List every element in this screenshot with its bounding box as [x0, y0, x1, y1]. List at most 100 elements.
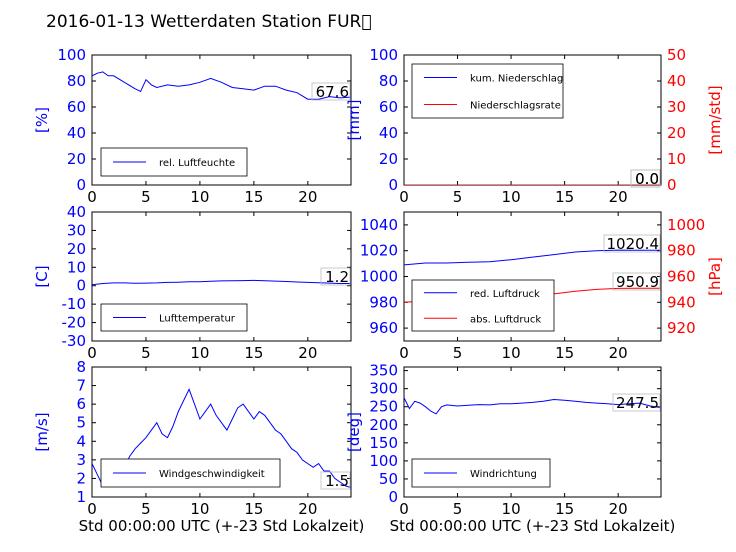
- y-right-axis-label: [hPa]: [706, 257, 724, 296]
- y-tick-label: 60: [67, 98, 86, 116]
- x-tick-label: 0: [87, 344, 97, 362]
- series-line-1: [92, 388, 351, 489]
- y-tick-label: 20: [379, 150, 398, 168]
- x-tick-label: 5: [453, 188, 463, 206]
- y-right-tick-label: 960: [667, 268, 696, 286]
- y-tick-label: 50: [379, 470, 398, 488]
- series-line-1: [92, 279, 351, 286]
- x-tick-label: 10: [190, 188, 209, 206]
- y-tick-label: 1020: [360, 242, 398, 260]
- y-axis-label: [mm]: [345, 100, 363, 141]
- x-tick-label: 0: [399, 344, 409, 362]
- last-value-box: [311, 82, 351, 101]
- x-axis-label: Std 00:00:00 UTC (+-23 Std Lokalzeit): [79, 517, 365, 535]
- y-tick-label: -30: [62, 332, 87, 350]
- x-tick-label: 5: [141, 500, 151, 518]
- y-tick-label: 960: [369, 319, 398, 337]
- y-tick-label: 1040: [360, 216, 398, 234]
- y-tick-label: 0: [388, 176, 398, 194]
- x-tick-label: 0: [87, 188, 97, 206]
- plot-frame: [91, 366, 352, 498]
- x-tick-label: 20: [298, 500, 317, 518]
- legend-entry: Niederschlagsrate: [470, 101, 561, 112]
- last-value-box: [603, 234, 661, 253]
- panel-temperature: 0 5 10 15 20-30-20-10010203040[C]Lufttempera…: [33, 203, 352, 362]
- legend-entry: Windgeschwindigkeit: [159, 469, 265, 480]
- last-value-box: [630, 169, 661, 188]
- x-tick-label: 5: [141, 188, 151, 206]
- x-tick-label: 5: [141, 344, 151, 362]
- x-tick-label: 15: [555, 344, 574, 362]
- y-right-tick-label: 0: [667, 176, 677, 194]
- y-tick-label: 20: [67, 150, 86, 168]
- y-tick-label: 350: [369, 362, 398, 380]
- legend-box: [411, 279, 555, 332]
- y-right-tick-label: 920: [667, 319, 696, 337]
- x-tick-label: 0: [87, 500, 97, 518]
- x-tick-label: 15: [555, 500, 574, 518]
- last-value-box: [320, 471, 351, 490]
- y-right-axis-label: [mm/std]: [706, 85, 724, 154]
- series-line-1: [92, 71, 351, 100]
- y-right-tick-label: 980: [667, 242, 696, 260]
- y-tick-label: 7: [76, 377, 86, 395]
- x-tick-label: 20: [609, 500, 628, 518]
- y-axis-label: [m/s]: [33, 412, 51, 451]
- last-value-label: 247.5: [616, 394, 659, 412]
- y-tick-label: -20: [62, 314, 87, 332]
- x-tick-label: 15: [244, 188, 263, 206]
- y-tick-label: 100: [369, 46, 398, 64]
- plot-frame: [403, 366, 662, 498]
- series-line-1: [404, 397, 661, 415]
- legend-entry: abs. Luftdruck: [470, 314, 541, 325]
- y-tick-label: 40: [67, 203, 86, 221]
- y-tick-label: 100: [369, 452, 398, 470]
- figure-title: 2016-01-13 Wetterdaten Station FUR : [46, 12, 372, 32]
- y-tick-label: 40: [67, 124, 86, 142]
- last-value-label: 1.5: [325, 472, 349, 490]
- y-tick-label: 80: [67, 72, 86, 90]
- x-tick-label: 20: [609, 188, 628, 206]
- panel-pressure: 0 5 10 15 20 960 980 1000 1020 1040 920 940 960 980 10…: [360, 211, 724, 362]
- last-value-label: 1020.4: [607, 235, 660, 253]
- y-axis-label: [C]: [33, 265, 51, 287]
- y-right-tick-label: 50: [667, 46, 686, 64]
- y-tick-label: 100: [57, 46, 86, 64]
- last-value-label: 0.0: [635, 170, 659, 188]
- y-tick-label: 150: [369, 434, 398, 452]
- legend-entry: kum. Niederschlag: [470, 74, 563, 85]
- panel-humidity: 0 5 10 15 20 0 20 40 60 80 100 [%] rel. Luftfeuchte 6…: [33, 46, 352, 206]
- y-tick-label: 8: [76, 358, 86, 376]
- x-axis-label: Std 00:00:00 UTC (+-23 Std Lokalzeit): [390, 517, 676, 535]
- y-right-tick-label: 20: [667, 124, 686, 142]
- x-tick-label: 10: [190, 500, 209, 518]
- y-tick-label: 0: [76, 176, 86, 194]
- x-tick-label: 20: [298, 188, 317, 206]
- y-tick-label: 20: [67, 240, 86, 258]
- last-value-label: 67.6: [316, 83, 349, 101]
- y-tick-label: 60: [379, 98, 398, 116]
- last-value-box: [612, 393, 661, 412]
- legend-entry: rel. Luftfeuchte: [159, 158, 235, 169]
- y-tick-label: 250: [369, 398, 398, 416]
- y-axis-label: [%]: [33, 107, 51, 133]
- legend-entry: Windrichtung: [470, 469, 537, 480]
- y-tick-label: 2: [76, 469, 86, 487]
- x-tick-label: 5: [453, 500, 463, 518]
- y-tick-label: 980: [369, 293, 398, 311]
- y-tick-label: 300: [369, 380, 398, 398]
- x-tick-label: 10: [502, 500, 521, 518]
- x-tick-label: 0: [399, 188, 409, 206]
- y-right-tick-label: 40: [667, 72, 686, 90]
- x-tick-label: 20: [609, 344, 628, 362]
- series-line-1: [404, 249, 661, 266]
- y-tick-label: 3: [76, 451, 86, 469]
- y-tick-label: 10: [67, 258, 86, 276]
- y-tick-label: 6: [76, 395, 86, 413]
- y-right-tick-label: 10: [667, 150, 686, 168]
- panel-precipitation: 0 5 10 15 20 0 20 40 60 80 100 0 10 20 30 40 50 [mm] [mm/s…: [345, 46, 724, 206]
- last-value-label: 950.9: [616, 273, 659, 291]
- x-tick-label: 10: [502, 188, 521, 206]
